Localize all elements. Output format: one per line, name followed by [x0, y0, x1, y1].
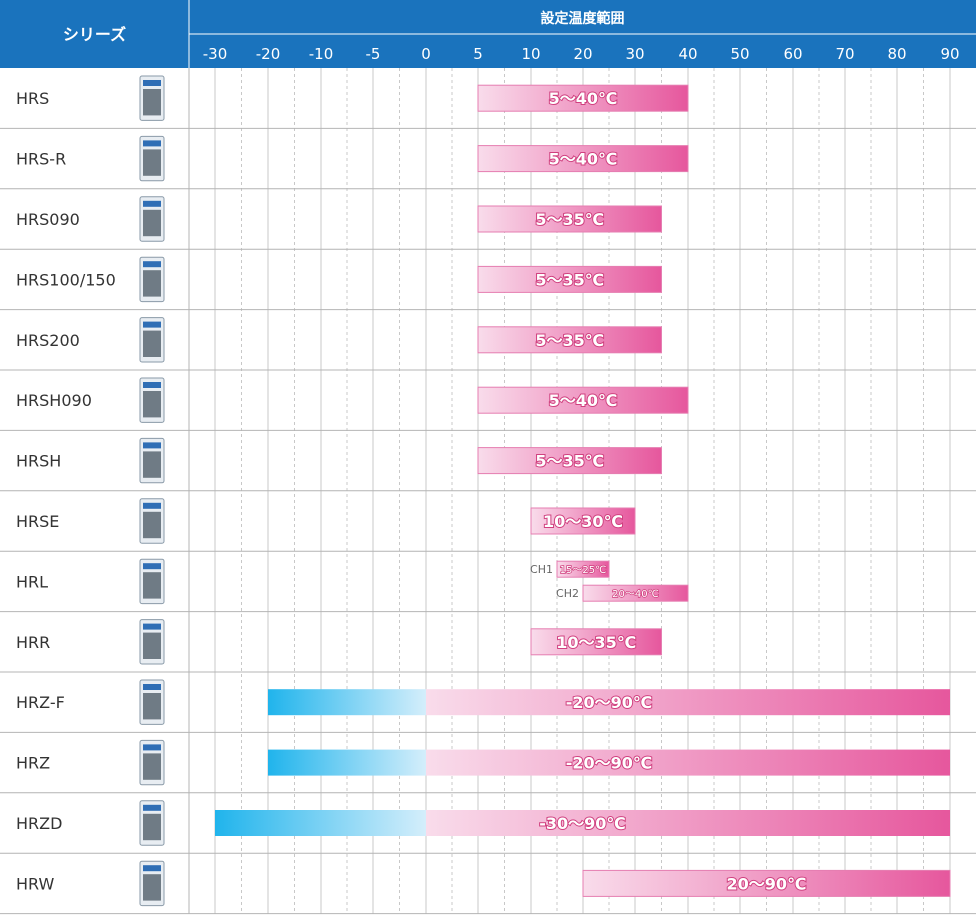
- range-bar-warm-segment: [477, 84, 689, 112]
- range-bar-warm-segment: [582, 869, 951, 897]
- range-bar-cold-segment: [215, 810, 426, 836]
- range-bar-warm-segment: [426, 749, 950, 776]
- range-bar: 5〜35℃: [477, 205, 662, 233]
- series-name: HRS090: [16, 210, 80, 229]
- range-bar-label: 5〜40℃: [549, 89, 618, 108]
- range-bar-label: 5〜35℃: [535, 452, 604, 471]
- x-tick-label: 10: [521, 45, 540, 63]
- x-tick-label: -30: [203, 45, 228, 63]
- range-bar-label: 20〜40℃: [612, 589, 659, 600]
- range-bar-warm-segment: [477, 265, 662, 293]
- product-image-icon: [139, 437, 165, 484]
- series-name: HRL: [16, 572, 48, 591]
- range-bar-label: -30〜90℃: [539, 814, 626, 833]
- x-tick-label: 90: [940, 45, 959, 63]
- temperature-range-header: 設定温度範囲: [541, 10, 625, 27]
- range-bar-cold-segment: [268, 749, 426, 776]
- product-image-icon: [139, 739, 165, 786]
- range-bar: -30〜90℃: [215, 810, 950, 836]
- range-bar: 10〜30℃: [530, 507, 636, 535]
- range-bar: -20〜90℃: [268, 689, 950, 716]
- channel-label: CH2: [556, 587, 579, 600]
- x-tick-label: -20: [256, 45, 281, 63]
- series-name: HRS: [16, 89, 49, 108]
- range-bar-warm-segment: [530, 507, 636, 535]
- series-name: HRR: [16, 633, 50, 652]
- range-bar-warm-segment: [530, 628, 662, 656]
- range-bar: 5〜35℃: [477, 447, 662, 475]
- product-image-icon: [139, 135, 165, 182]
- range-bar-label: 5〜40℃: [549, 150, 618, 169]
- series-name: HRS200: [16, 331, 80, 350]
- x-tick-label: 0: [421, 45, 431, 63]
- range-bar-label: 10〜30℃: [543, 512, 623, 531]
- range-bar: 5〜35℃: [477, 326, 662, 354]
- range-bar: 10〜35℃: [530, 628, 662, 656]
- product-image-icon: [139, 679, 165, 725]
- range-bar-warm-segment: [556, 560, 610, 578]
- x-tick-label: 70: [835, 45, 854, 63]
- range-bar-label: 5〜35℃: [535, 210, 604, 229]
- product-image-icon: [139, 317, 165, 363]
- range-bar-label: -20〜90℃: [566, 754, 653, 773]
- product-image-icon: [139, 196, 165, 242]
- series-name: HRS-R: [16, 150, 66, 169]
- range-bar-cold-segment: [268, 689, 426, 716]
- range-bar-label: 5〜40℃: [549, 391, 618, 410]
- x-tick-label: 50: [730, 45, 749, 63]
- range-bar-warm-segment: [477, 447, 662, 475]
- x-tick-label: 30: [625, 45, 644, 63]
- series-name: HRSH090: [16, 391, 92, 410]
- range-bar-label: 15〜25℃: [560, 565, 607, 576]
- range-bar: 15〜25℃ CH1: [530, 560, 610, 578]
- series-name: HRZ-F: [16, 693, 65, 712]
- x-tick-label: -10: [309, 45, 334, 63]
- product-image-icon: [139, 75, 165, 121]
- series-name: HRZD: [16, 814, 62, 833]
- range-bar-label: 10〜35℃: [556, 633, 636, 652]
- series-name: HRS100/150: [16, 270, 116, 289]
- range-bar-warm-segment: [477, 145, 689, 173]
- product-image-icon: [139, 256, 165, 303]
- series-name: HRSE: [16, 512, 59, 531]
- range-bar-warm-segment: [477, 205, 662, 233]
- range-bar-label: -20〜90℃: [566, 693, 653, 712]
- range-bar: 5〜35℃: [477, 265, 662, 293]
- x-tick-label: 5: [473, 45, 483, 63]
- x-tick-label: 20: [573, 45, 592, 63]
- range-bar-label: 5〜35℃: [535, 270, 604, 289]
- range-bar: 5〜40℃: [477, 145, 689, 173]
- x-tick-label: 40: [678, 45, 697, 63]
- range-bar-warm-segment: [477, 326, 662, 354]
- series-name: HRZ: [16, 754, 50, 773]
- series-name: HRSH: [16, 452, 61, 471]
- series-column-header: シリーズ: [63, 25, 126, 44]
- range-bar: -20〜90℃: [268, 749, 950, 776]
- product-image-icon: [139, 558, 165, 605]
- x-tick-label: 80: [887, 45, 906, 63]
- x-tick-label: -5: [366, 45, 381, 63]
- range-bar: 20〜40℃ CH2: [556, 584, 689, 602]
- channel-label: CH1: [530, 563, 553, 576]
- product-image-icon: [139, 800, 165, 846]
- product-image-icon: [139, 619, 165, 665]
- range-bar-warm-segment: [426, 689, 950, 716]
- product-image-icon: [139, 498, 165, 544]
- range-bar-warm-segment: [477, 386, 689, 414]
- range-bar: 5〜40℃: [477, 386, 689, 414]
- range-bar-label: 5〜35℃: [535, 331, 604, 350]
- x-tick-label: 60: [783, 45, 802, 63]
- range-bar-warm-segment: [582, 584, 689, 602]
- product-image-icon: [139, 377, 165, 423]
- range-bar: 5〜40℃: [477, 84, 689, 112]
- series-name: HRW: [16, 874, 55, 893]
- range-bar: 20〜90℃: [582, 869, 951, 897]
- range-bar-warm-segment: [426, 810, 950, 836]
- range-bar-label: 20〜90℃: [727, 874, 807, 893]
- product-image-icon: [139, 860, 165, 907]
